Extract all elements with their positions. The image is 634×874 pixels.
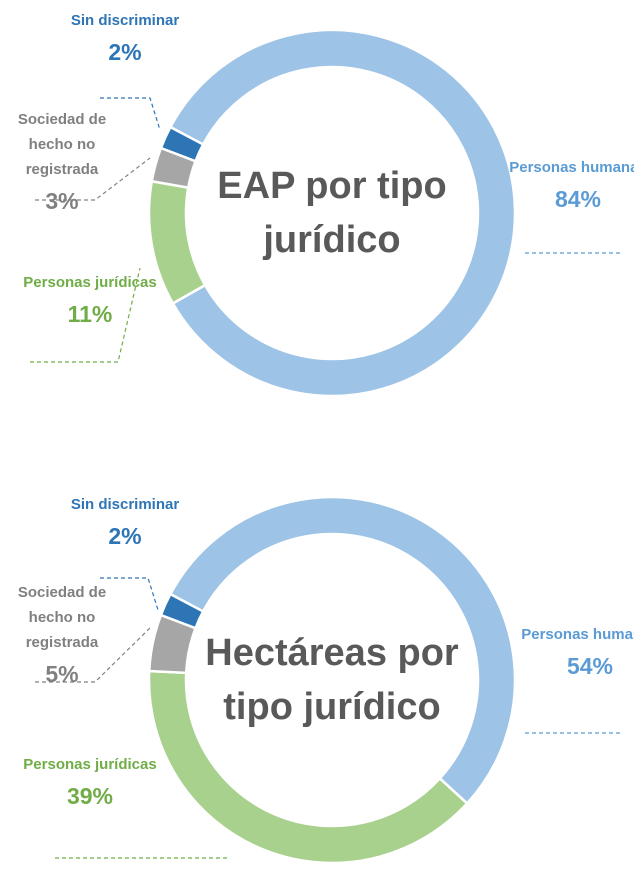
category-label: Sin discriminar — [70, 12, 180, 29]
data-label: Personas jurídicas 39% — [15, 752, 165, 813]
donut-slice — [168, 495, 517, 806]
value-label: 39% — [66, 783, 114, 809]
category-label: Personas jurídicas — [23, 756, 157, 773]
donut-slice — [159, 125, 205, 163]
value-label: 2% — [108, 523, 142, 549]
category-label: Sociedad de hecho no registrada — [17, 111, 107, 178]
value-label: 54% — [566, 653, 614, 679]
category-label: Personas humanas — [509, 159, 634, 176]
value-label: 5% — [45, 661, 79, 687]
data-label: Personas humanas 84% — [503, 155, 634, 216]
chart-title: Hectáreas por tipo jurídico — [205, 632, 459, 728]
value-label: 3% — [45, 188, 79, 214]
category-label: Personas humanas — [521, 626, 634, 643]
donut-slice — [168, 28, 517, 398]
leader-line — [35, 157, 151, 201]
data-label: Sociedad de hecho no registrada 5% — [2, 580, 122, 691]
chart-title: EAP por tipo jurídico — [217, 165, 447, 261]
value-label: 2% — [108, 39, 142, 65]
category-label: Sociedad de hecho no registrada — [17, 584, 107, 651]
value-label: 84% — [554, 186, 602, 212]
category-label: Sin discriminar — [70, 496, 180, 513]
data-label: Personas jurídicas 11% — [15, 270, 165, 331]
data-label: Sin discriminar 2% — [50, 8, 200, 69]
leader-line — [35, 627, 151, 683]
data-label: Personas humanas 54% — [515, 622, 634, 683]
value-label: 11% — [67, 301, 113, 327]
category-label: Personas jurídicas — [23, 274, 157, 291]
data-label: Sociedad de hecho no registrada 3% — [2, 107, 122, 218]
donut-slice — [159, 592, 205, 630]
data-label: Sin discriminar 2% — [50, 492, 200, 553]
leader-line — [100, 97, 161, 131]
leader-line — [30, 267, 141, 363]
leader-line — [100, 577, 159, 611]
